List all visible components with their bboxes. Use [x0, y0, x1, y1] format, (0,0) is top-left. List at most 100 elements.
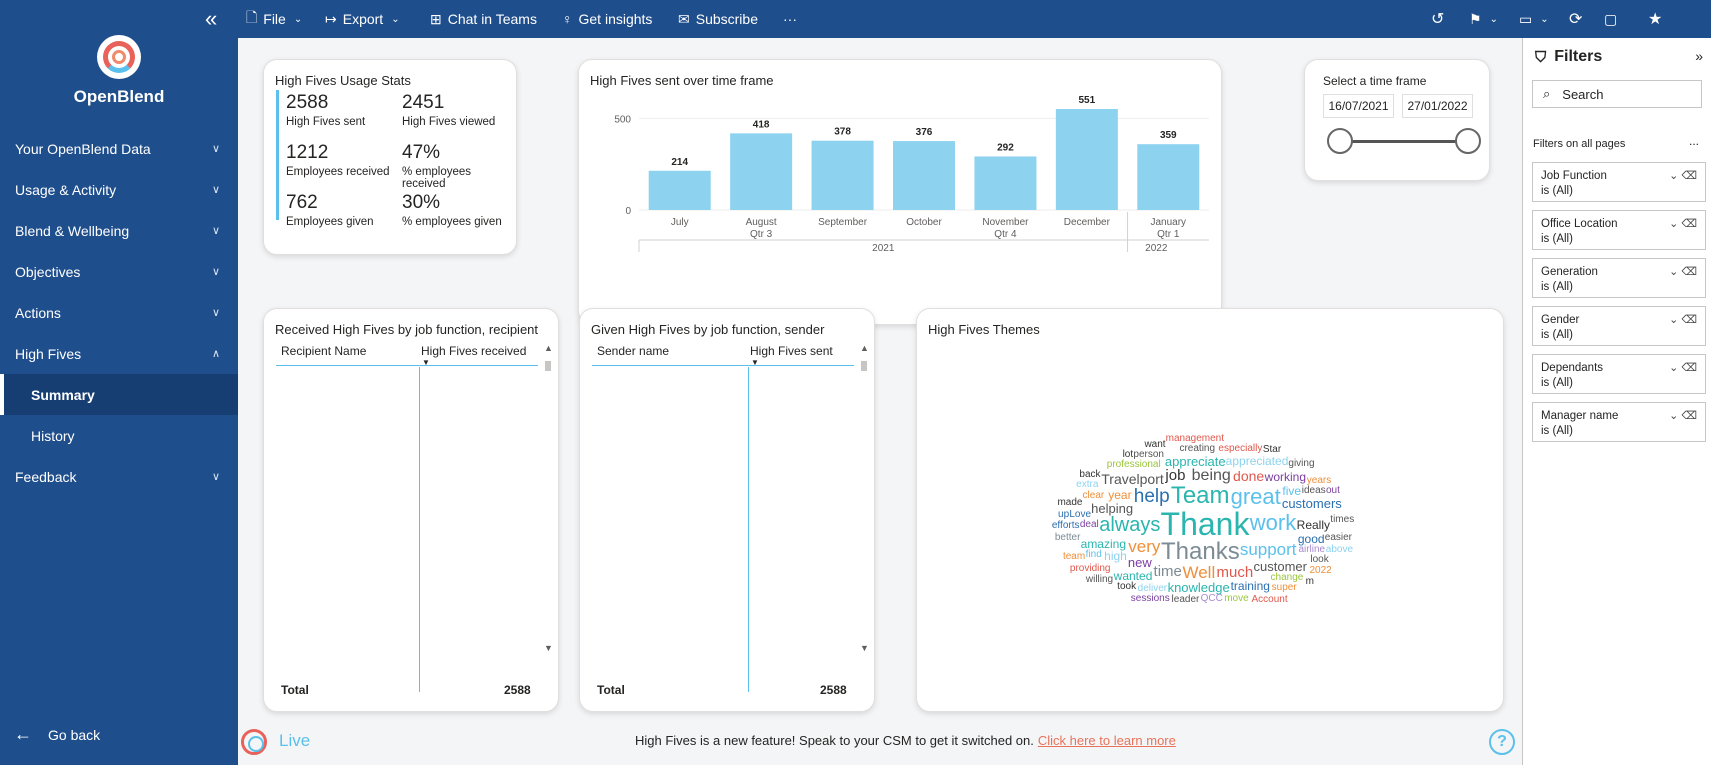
export-menu[interactable]: ↦ Export ⌄ — [325, 0, 400, 38]
total-label: Total — [597, 683, 625, 697]
filters-search-input[interactable]: ⌕ Search — [1532, 80, 1702, 108]
word-cloud-word: efforts — [1051, 520, 1080, 532]
word-cloud-word: time — [1153, 563, 1182, 581]
get-insights-button[interactable]: ♀ Get insights — [562, 0, 652, 38]
chevron-down-icon: ∨ — [211, 143, 220, 155]
column-header-recipient-name[interactable]: Recipient Name — [281, 344, 367, 358]
stat-label: % employees given — [402, 216, 502, 228]
collapse-filters-icon[interactable]: » — [1695, 48, 1703, 64]
data-label: 376 — [916, 127, 933, 138]
scroll-up-icon[interactable]: ▲ — [544, 343, 553, 353]
column-header-high-fives-received[interactable]: High Fives received ▼ — [421, 344, 527, 367]
filter-controls[interactable]: ⌄ ⌫ — [1669, 362, 1697, 374]
sidebar-subitem-summary[interactable]: Summary — [0, 374, 238, 415]
app-name: OpenBlend — [73, 87, 165, 106]
stat-value: 30% — [402, 192, 441, 213]
sidebar-item-high-fives[interactable]: High Fives ∧ — [0, 333, 238, 374]
scroll-up-icon[interactable]: ▲ — [860, 343, 869, 353]
learn-more-link[interactable]: Click here to learn more — [1037, 733, 1176, 748]
filter-manager-name[interactable]: Manager name is (All) ⌄ ⌫ — [1532, 402, 1706, 442]
word-cloud-word: change — [1270, 572, 1304, 584]
go-back-button[interactable]: ← Go back — [14, 724, 100, 745]
filter-generation[interactable]: Generation is (All) ⌄ ⌫ — [1532, 258, 1706, 298]
live-label: Live — [279, 731, 311, 750]
subscribe-label: Subscribe — [695, 11, 758, 27]
slider-end-handle[interactable] — [1455, 128, 1481, 154]
scroll-down-icon[interactable]: ▼ — [860, 643, 869, 653]
filter-gender[interactable]: Gender is (All) ⌄ ⌫ — [1532, 306, 1706, 346]
column-header-high-fives-sent[interactable]: High Fives sent ▼ — [750, 344, 833, 367]
help-icon[interactable]: ? — [1489, 729, 1515, 755]
slicer-title: Select a time frame — [1323, 74, 1427, 88]
given-high-fives-table: Given High Fives by job function, sender… — [579, 308, 875, 712]
sidebar-item-blend-wellbeing[interactable]: Blend & Wellbeing ∨ — [0, 210, 238, 251]
filter-controls[interactable]: ⌄ ⌫ — [1669, 218, 1697, 230]
filter-office-location[interactable]: Office Location is (All) ⌄ ⌫ — [1532, 210, 1706, 250]
reset-icon[interactable]: ↺ — [1431, 11, 1445, 28]
toolbar: « 🗋 File ⌄ ↦ Export ⌄ ⊞ Chat in Teams ♀ Get in… — [205, 0, 1711, 38]
bar — [730, 133, 793, 210]
scroll-thumb[interactable] — [861, 361, 867, 371]
sidebar-item-your-openblend-data[interactable]: Your OpenBlend Data ∨ — [0, 128, 238, 169]
word-cloud-word: times — [1330, 514, 1355, 526]
sidebar-item-objectives[interactable]: Objectives ∨ — [0, 251, 238, 292]
filter-value: is (All) — [1541, 281, 1573, 293]
bar — [1137, 144, 1200, 210]
filter-controls[interactable]: ⌄ ⌫ — [1669, 410, 1697, 422]
scroll-thumb[interactable] — [545, 361, 551, 371]
chat-in-teams-button[interactable]: ⊞ Chat in Teams — [430, 0, 537, 38]
filter-controls[interactable]: ⌄ ⌫ — [1669, 266, 1697, 278]
filter-dependants[interactable]: Dependants is (All) ⌄ ⌫ — [1532, 354, 1706, 394]
favorite-star-icon[interactable]: ★ — [1648, 11, 1663, 28]
file-menu[interactable]: 🗋 File ⌄ — [246, 0, 302, 38]
word-cloud-word: support — [1239, 539, 1297, 559]
file-icon: 🗋 — [246, 9, 258, 25]
sidebar-item-label: Your OpenBlend Data — [15, 140, 151, 157]
subscribe-button[interactable]: ✉ Subscribe — [678, 0, 758, 38]
search-icon: ⌕ — [1543, 86, 1551, 101]
funnel-icon: ⛉ — [1535, 48, 1547, 66]
word-cloud-word: made — [1057, 497, 1083, 509]
table-scrollbar[interactable]: ▲ ▼ — [544, 343, 553, 653]
date-range-slider-track[interactable] — [1340, 140, 1468, 143]
word-cloud-word: creating — [1179, 443, 1216, 455]
column-header-sender-name[interactable]: Sender name — [597, 344, 670, 358]
slider-start-handle[interactable] — [1327, 128, 1353, 154]
table-scrollbar[interactable]: ▲ ▼ — [860, 343, 869, 653]
high-fives-over-time-card: High Fives sent over time frame 500 0 214 J… — [578, 59, 1222, 325]
sidebar-subitem-history[interactable]: History — [31, 427, 75, 444]
filter-name: Generation — [1541, 266, 1598, 278]
end-date-input[interactable]: 27/01/2022 — [1402, 94, 1473, 118]
sidebar-item-usage-activity[interactable]: Usage & Activity ∨ — [0, 169, 238, 210]
column-header-label: High Fives received — [421, 344, 527, 358]
filter-controls[interactable]: ⌄ ⌫ — [1669, 314, 1697, 326]
filter-job-function[interactable]: Job Function is (All) ⌄ ⌫ — [1532, 162, 1706, 202]
card-title: High Fives Themes — [928, 322, 1040, 337]
collapse-nav-icon[interactable]: « — [205, 6, 218, 31]
scroll-down-icon[interactable]: ▼ — [544, 643, 553, 653]
sidebar-item-actions[interactable]: Actions ∨ — [0, 292, 238, 333]
file-label: File — [263, 11, 286, 27]
word-cloud-word: knowledge — [1167, 580, 1230, 596]
sidebar-item-label: High Fives — [15, 345, 82, 362]
header-divider — [276, 365, 538, 366]
chat-label: Chat in Teams — [447, 11, 537, 27]
bookmark-icon[interactable]: ⚑ ⌄ — [1469, 10, 1498, 27]
refresh-icon[interactable]: ⟳ — [1569, 11, 1583, 28]
more-options-icon[interactable]: ··· — [783, 11, 797, 27]
card-title: High Fives Usage Stats — [275, 73, 411, 88]
data-label: 214 — [671, 157, 688, 168]
filter-controls[interactable]: ⌄ ⌫ — [1669, 170, 1697, 182]
x-tick-label: September — [818, 217, 868, 228]
sidebar-item-label: Feedback — [15, 468, 77, 485]
app-logo: OpenBlend — [0, 35, 238, 107]
sidebar-item-label: Usage & Activity — [15, 181, 117, 198]
start-date-input[interactable]: 16/07/2021 — [1323, 94, 1394, 118]
sidebar-item-feedback[interactable]: Feedback ∨ — [0, 456, 238, 497]
total-value: 2588 — [504, 683, 531, 697]
view-icon[interactable]: ▭ ⌄ — [1519, 10, 1549, 27]
word-cloud-word: customers — [1281, 495, 1342, 511]
more-options-icon[interactable]: ... — [1688, 134, 1699, 148]
comment-icon[interactable]: ▢ — [1604, 10, 1618, 27]
word-cloud-word: look — [1310, 554, 1329, 566]
